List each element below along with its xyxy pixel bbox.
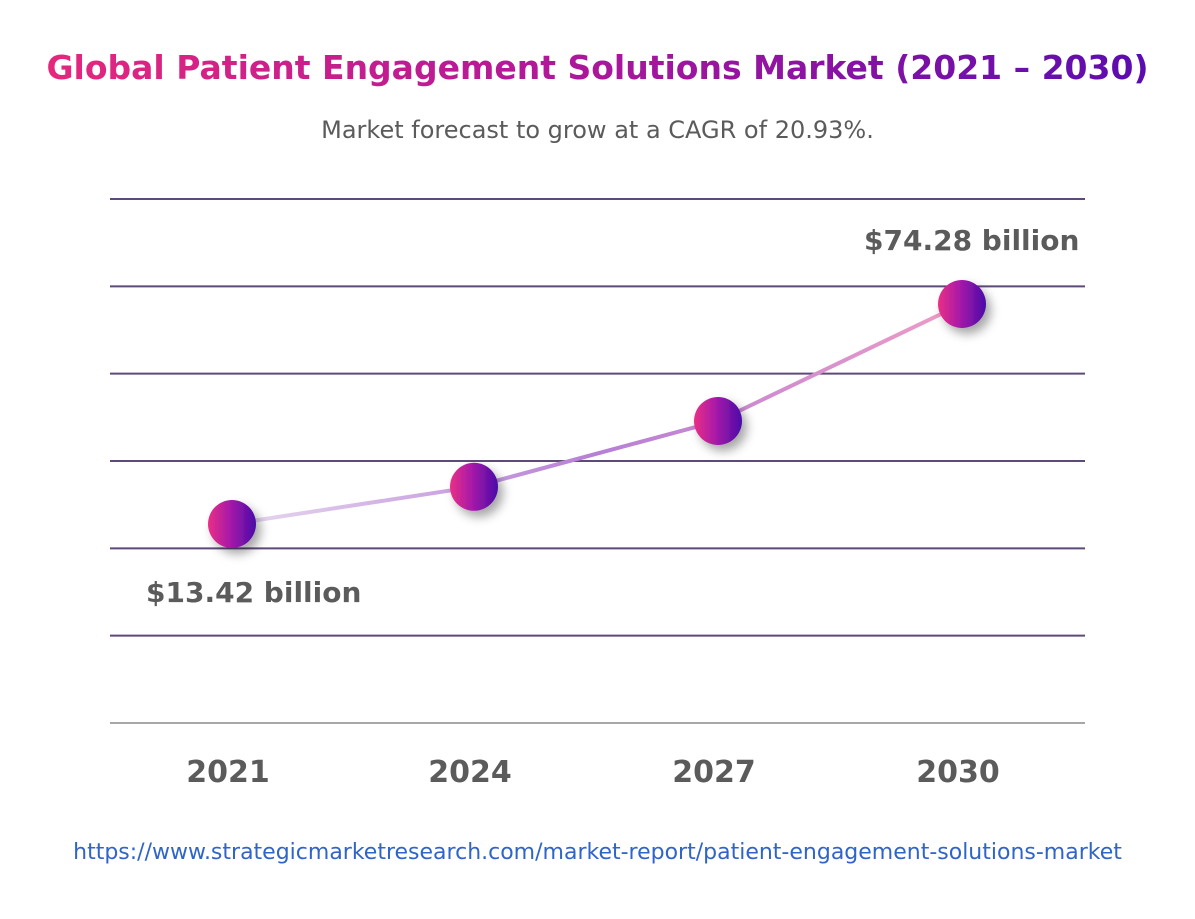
- chart-subtitle: Market forecast to grow at a CAGR of 20.…: [321, 116, 874, 144]
- x-tick-label-2030: 2030: [916, 755, 1000, 790]
- x-tick-label-2021: 2021: [186, 755, 270, 790]
- data-point-2021: [208, 500, 256, 548]
- series-line: [230, 302, 964, 526]
- data-label-2030: $74.28 billion: [864, 224, 1079, 257]
- x-tick-label-2024: 2024: [428, 755, 512, 790]
- x-tick-label-2027: 2027: [672, 755, 756, 790]
- data-point-2027: [694, 397, 742, 445]
- data-point-2030: [938, 280, 986, 328]
- data-label-2021: $13.42 billion: [146, 576, 361, 609]
- chart-title: Global Patient Engagement Solutions Mark…: [46, 48, 1149, 87]
- source-url-link[interactable]: https://www.strategicmarketresearch.com/…: [73, 840, 1122, 865]
- data-point-2024: [450, 462, 498, 511]
